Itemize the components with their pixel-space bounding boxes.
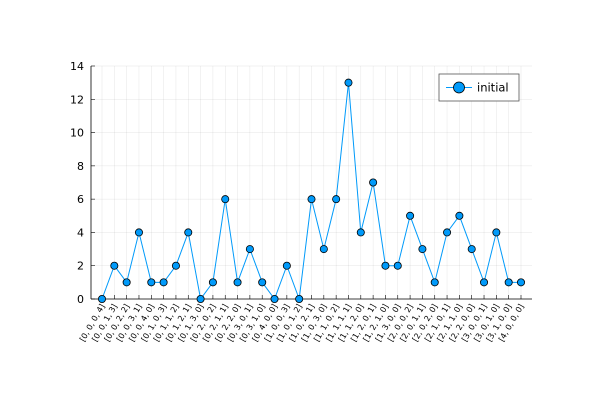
data-point bbox=[147, 278, 156, 287]
data-point bbox=[122, 278, 131, 287]
y-tick-label: 14 bbox=[70, 60, 84, 73]
data-point bbox=[381, 261, 390, 270]
data-point bbox=[270, 294, 279, 303]
data-point bbox=[208, 278, 217, 287]
data-point bbox=[332, 195, 341, 204]
data-point bbox=[159, 278, 168, 287]
data-point bbox=[258, 278, 267, 287]
data-point bbox=[467, 245, 476, 254]
data-point bbox=[245, 245, 254, 254]
data-point bbox=[369, 178, 378, 187]
data-point bbox=[344, 78, 353, 87]
y-tick-label: 12 bbox=[70, 93, 84, 106]
data-point bbox=[282, 261, 291, 270]
y-tick-label: 6 bbox=[77, 193, 84, 206]
y-axis-ticks: 0 2 4 6 8 10 12 14 bbox=[70, 60, 95, 306]
y-tick-label: 2 bbox=[77, 260, 84, 273]
y-tick-label: 0 bbox=[77, 293, 84, 306]
data-point bbox=[517, 278, 526, 287]
data-point bbox=[356, 228, 365, 237]
data-point bbox=[319, 245, 328, 254]
y-tick-label: 8 bbox=[77, 160, 84, 173]
data-point bbox=[492, 228, 501, 237]
data-point bbox=[455, 211, 464, 220]
data-point bbox=[295, 294, 304, 303]
gridlines bbox=[91, 65, 532, 300]
data-point bbox=[504, 278, 513, 287]
data-point bbox=[480, 278, 489, 287]
data-point bbox=[233, 278, 242, 287]
data-point bbox=[134, 228, 143, 237]
data-point bbox=[184, 228, 193, 237]
y-tick-label: 10 bbox=[70, 127, 84, 140]
data-point bbox=[196, 294, 205, 303]
legend-marker bbox=[453, 81, 465, 94]
legend-label: initial bbox=[477, 81, 509, 95]
data-point bbox=[221, 195, 230, 204]
x-axis-ticks: [0, 0, 0, 4][0, 0, 1, 3][0, 0, 2, 2][0, … bbox=[78, 295, 526, 343]
data-point bbox=[443, 228, 452, 237]
data-point bbox=[430, 278, 439, 287]
data-point bbox=[307, 195, 316, 204]
data-point bbox=[406, 211, 415, 220]
series-initial bbox=[98, 78, 526, 303]
data-point bbox=[393, 261, 402, 270]
y-tick-label: 4 bbox=[77, 226, 84, 239]
legend: initial bbox=[438, 73, 520, 102]
data-point bbox=[171, 261, 180, 270]
data-point bbox=[418, 245, 427, 254]
data-point bbox=[98, 294, 107, 303]
data-point bbox=[110, 261, 119, 270]
